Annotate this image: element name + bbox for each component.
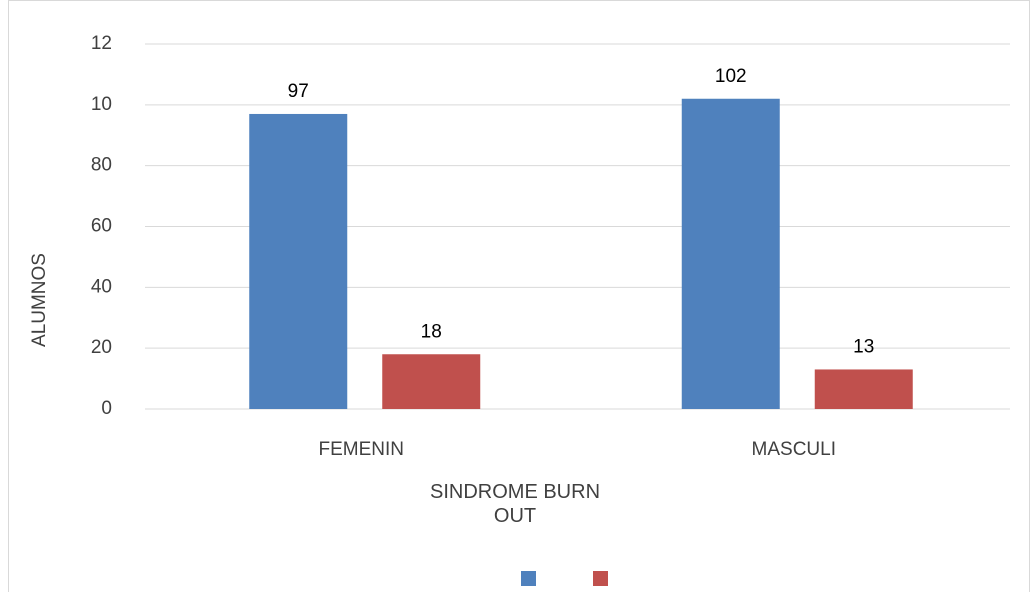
legend-swatch: [593, 571, 608, 586]
x-axis-title: SINDROME BURN OUT: [430, 481, 601, 527]
x-tick-label: MASCULI: [752, 439, 836, 460]
x-tick-label: FEMENIN: [319, 439, 405, 460]
data-label: 102: [715, 66, 747, 87]
bar: [814, 369, 913, 409]
chart-border: [8, 0, 1030, 592]
y-tick-label: 80: [91, 155, 112, 176]
y-tick-label: 40: [91, 276, 112, 297]
y-tick-label: 10: [91, 94, 112, 115]
bar: [382, 354, 481, 409]
y-tick-label: 20: [91, 337, 112, 358]
bar: [249, 113, 348, 409]
data-label: 13: [853, 336, 874, 357]
y-tick-label: 12: [91, 33, 112, 54]
y-axis-title: ALUMNOS: [29, 253, 50, 347]
data-label: 18: [421, 321, 442, 342]
y-tick-label: 0: [101, 398, 112, 419]
y-tick-label: 60: [91, 216, 112, 237]
bar: [681, 98, 780, 409]
data-label: 97: [288, 81, 309, 102]
legend-swatch: [521, 571, 536, 586]
